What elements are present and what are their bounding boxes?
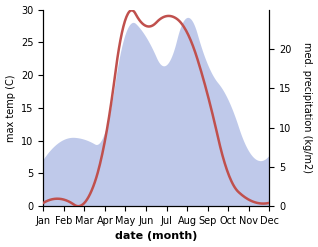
- Y-axis label: max temp (C): max temp (C): [5, 74, 16, 142]
- Y-axis label: med. precipitation (kg/m2): med. precipitation (kg/m2): [302, 42, 313, 173]
- X-axis label: date (month): date (month): [115, 231, 197, 242]
